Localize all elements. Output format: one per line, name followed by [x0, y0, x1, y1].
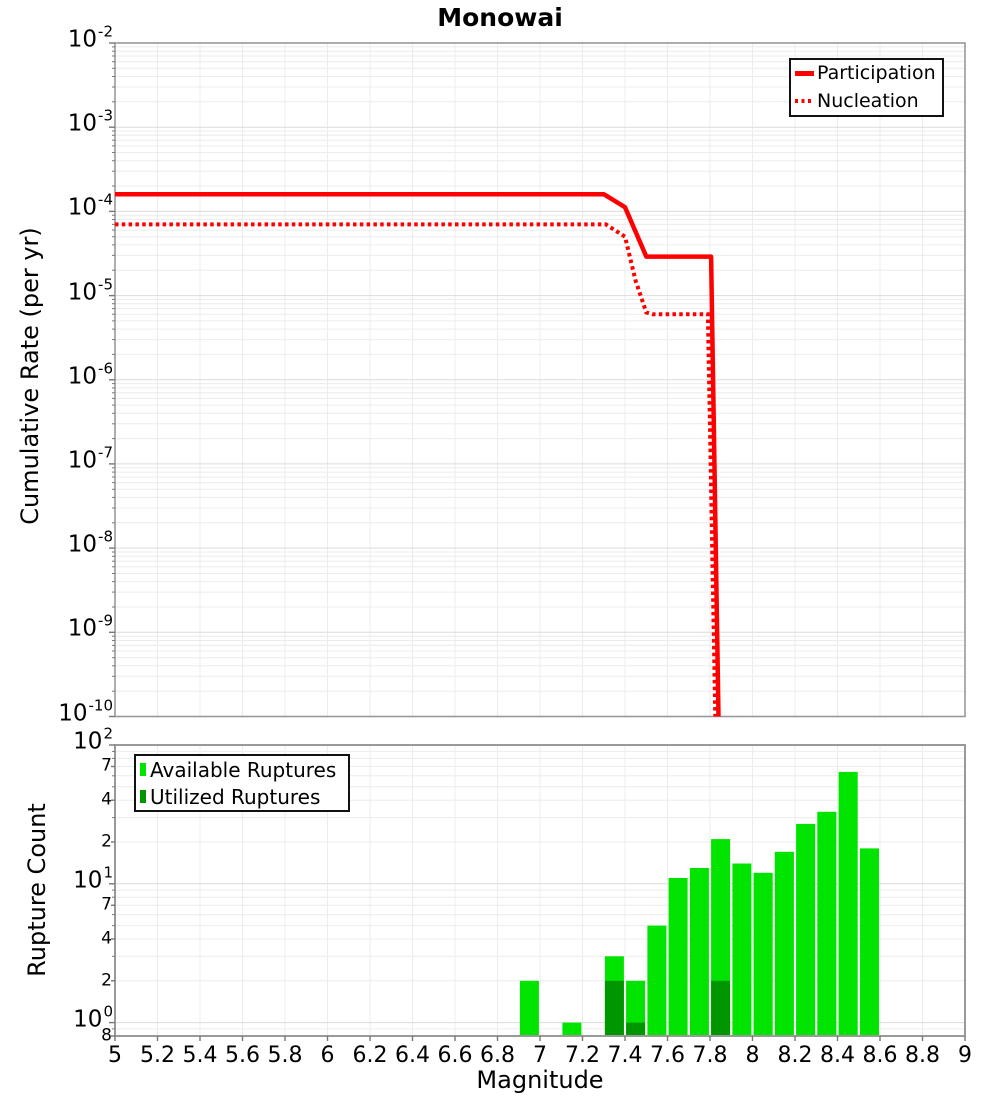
legend-label-participation: Participation — [817, 62, 936, 85]
legend-bottom: Available Ruptures Utilized Ruptures — [134, 754, 350, 812]
utilized-bar — [604, 980, 624, 1036]
available-bar — [519, 980, 539, 1036]
page-title: Monowai — [437, 3, 563, 32]
y-axis-title-bottom: Rupture Count — [23, 803, 51, 977]
utilized-ruptures-bars — [604, 980, 731, 1036]
available-bar — [647, 925, 667, 1036]
available-bar — [668, 878, 688, 1036]
available-ruptures-bars — [519, 771, 879, 1036]
available-bar — [689, 868, 709, 1036]
x-axis-title: Magnitude — [476, 1066, 604, 1094]
available-bar — [626, 980, 646, 1036]
available-ruptures-swatch — [140, 763, 146, 776]
legend-label-utilized: Utilized Ruptures — [150, 784, 321, 809]
utilized-ruptures-swatch — [140, 790, 146, 803]
legend-label-nucleation: Nucleation — [817, 89, 919, 112]
available-bar — [753, 872, 773, 1036]
utilized-bar — [711, 980, 731, 1036]
legend-item-participation: Participation — [795, 60, 942, 88]
y-axis-title-top: Cumulative Rate (per yr) — [16, 227, 44, 525]
available-bar — [774, 851, 794, 1036]
utilized-bar — [626, 1022, 646, 1036]
legend-item-utilized: Utilized Ruptures — [140, 783, 348, 810]
available-bar — [838, 771, 858, 1036]
legend-item-available: Available Ruptures — [140, 756, 348, 783]
available-bar — [562, 1022, 582, 1036]
tick-marks — [109, 42, 966, 1041]
legend-top: Participation Nucleation — [789, 58, 944, 117]
available-bar — [859, 848, 879, 1036]
nucleation-line-sample — [795, 99, 814, 104]
available-bar — [817, 811, 837, 1036]
available-bar — [732, 863, 752, 1036]
participation-line-sample — [795, 71, 814, 77]
participation-curve — [115, 191, 721, 717]
legend-item-nucleation: Nucleation — [795, 88, 942, 116]
legend-label-available: Available Ruptures — [150, 757, 337, 782]
available-bar — [796, 823, 816, 1036]
